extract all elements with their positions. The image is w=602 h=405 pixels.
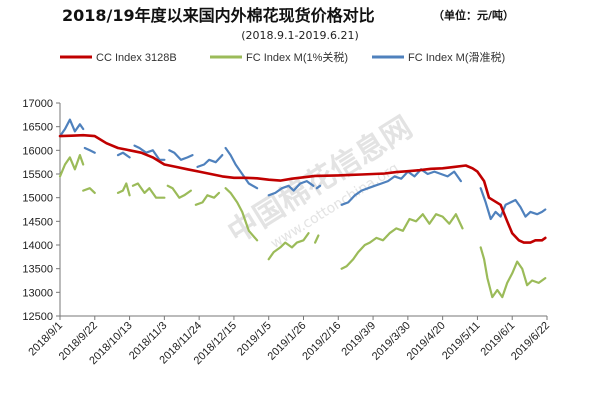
series-line-segment xyxy=(314,234,320,244)
y-tick-label: 13000 xyxy=(22,287,53,299)
series-line-segment xyxy=(168,149,194,161)
series-line-segment xyxy=(315,184,322,190)
series-line-segment xyxy=(131,182,166,199)
series-line-segment xyxy=(340,213,464,270)
chart-title: 2018/19年度以来国内外棉花现货价格对比 xyxy=(62,6,375,25)
series-fc-index-sliding xyxy=(58,118,547,221)
series-line-segment xyxy=(224,146,259,190)
y-tick-label: 13500 xyxy=(22,264,53,276)
x-axis: 2018/9/12018/9/222018/10/132018/11/32018… xyxy=(26,315,552,367)
y-tick-label: 16000 xyxy=(22,145,53,157)
y-tick-label: 15000 xyxy=(22,193,53,205)
series-line-segment xyxy=(194,191,221,206)
series-line-segment xyxy=(479,246,547,299)
y-tick-label: 14000 xyxy=(22,240,53,252)
x-tick-label: 2019/6/22 xyxy=(509,320,552,363)
legend-label-cc-index: CC Index 3128B xyxy=(96,52,177,64)
series-line-segment xyxy=(479,187,547,221)
series-line-segment xyxy=(116,182,131,197)
series-line-segment xyxy=(133,144,166,161)
series-line-segment xyxy=(82,187,96,194)
y-tick-label: 14500 xyxy=(22,216,53,228)
legend-label-fc-index-1pct: FC Index M(1%关税) xyxy=(246,50,348,64)
series-line-segment xyxy=(58,133,547,244)
series-line-segment xyxy=(340,168,462,206)
series-line-segment xyxy=(83,146,96,154)
series-layer xyxy=(58,118,547,299)
x-tick-label: 2019/2/16 xyxy=(300,320,343,363)
unit-note: （单位：元/吨） xyxy=(433,8,514,22)
legend: CC Index 3128B FC Index M(1%关税) FC Index… xyxy=(60,50,505,64)
series-line-segment xyxy=(267,180,315,197)
y-tick-label: 16500 xyxy=(22,122,53,134)
series-line-segment xyxy=(196,154,224,168)
legend-label-fc-index-sliding: FC Index M(滑准税) xyxy=(408,50,505,64)
y-tick-label: 15500 xyxy=(22,169,53,181)
y-tick-label: 17000 xyxy=(22,98,53,110)
series-fc-index-1pct xyxy=(58,154,547,299)
series-cc-index xyxy=(58,133,547,244)
y-axis: 12500 13000 13500 14000 14500 15000 15500 16000… xyxy=(22,98,61,323)
series-line-segment xyxy=(267,232,310,261)
series-line-segment xyxy=(58,118,85,138)
series-line-segment xyxy=(224,187,259,242)
series-line-segment xyxy=(58,154,85,178)
series-line-segment xyxy=(116,151,131,159)
chart-subtitle: (2018.9.1-2019.6.21) xyxy=(241,29,359,42)
y-tick-label: 12500 xyxy=(22,311,53,323)
watermark: 中国棉花信息网 www.cottonchina.org xyxy=(222,110,419,252)
x-tick-label: 2019/5/11 xyxy=(440,320,483,363)
series-line-segment xyxy=(166,184,192,199)
